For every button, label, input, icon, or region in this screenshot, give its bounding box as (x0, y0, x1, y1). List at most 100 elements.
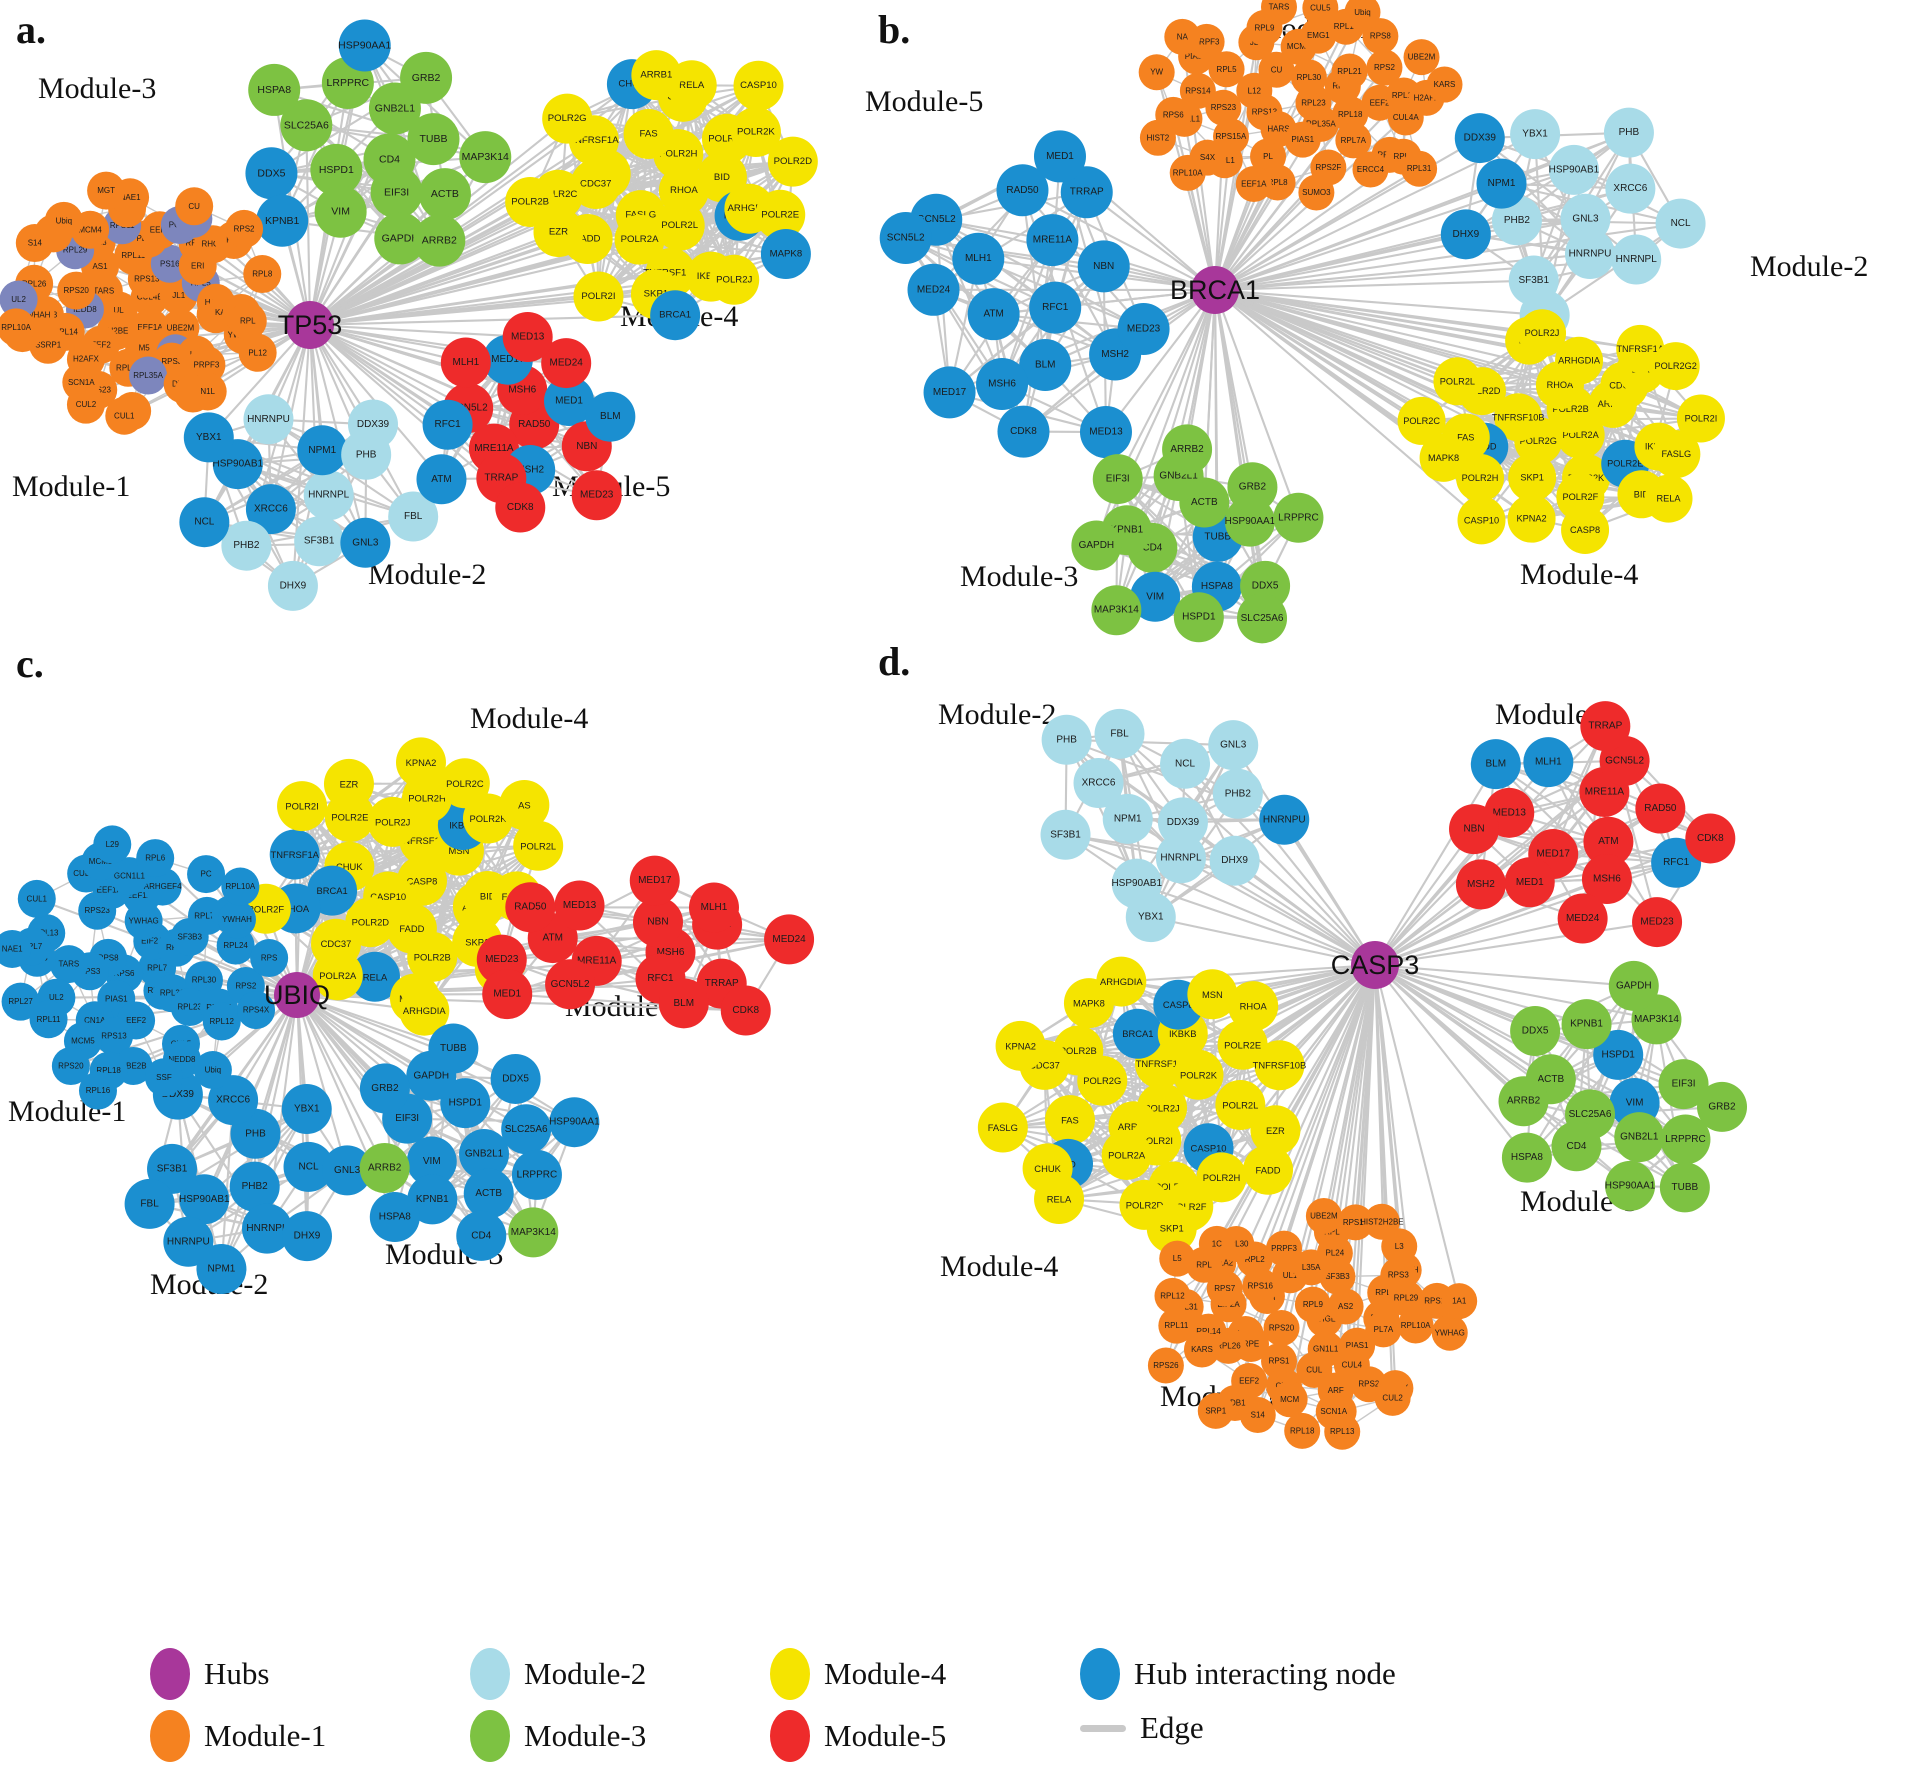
network-node[interactable]: L29 (93, 825, 132, 864)
network-node[interactable]: GNL3 (1208, 720, 1259, 771)
network-node[interactable]: EZR (323, 758, 374, 809)
network-node[interactable]: CASP8 (1561, 505, 1610, 554)
network-node[interactable]: MED24 (1557, 893, 1608, 944)
network-node[interactable]: GRB2 (1227, 462, 1278, 513)
network-node[interactable]: POLR2A (1101, 1129, 1152, 1180)
network-node[interactable]: RPL10A (1169, 154, 1206, 191)
network-node[interactable]: CD4 (1551, 1121, 1602, 1172)
network-node[interactable]: RPL16 (78, 1071, 117, 1110)
network-node[interactable]: RPS20 (1263, 1310, 1300, 1347)
network-node[interactable]: S14 (15, 224, 54, 263)
network-node[interactable]: POLR2I (277, 781, 328, 832)
network-node[interactable]: VIM (314, 185, 367, 238)
network-node[interactable]: PRPF3 (1266, 1230, 1303, 1267)
network-node[interactable]: MSH6 (976, 358, 1029, 411)
network-node[interactable]: PHB (1603, 107, 1654, 158)
network-node[interactable]: MED17 (923, 366, 976, 419)
network-node[interactable]: ARRB2 (1162, 424, 1213, 475)
network-node[interactable]: SF3B1 (294, 516, 345, 567)
network-node[interactable]: MED17 (629, 855, 680, 906)
network-node[interactable]: BRCA1 (1112, 1008, 1163, 1059)
network-node[interactable]: BRCA1 (650, 290, 701, 341)
network-node[interactable]: SKP1 (1508, 453, 1557, 502)
network-node[interactable]: HSPA8 (369, 1192, 420, 1243)
network-node[interactable]: PHB2 (221, 520, 272, 571)
network-node[interactable]: POLR2G (542, 93, 593, 144)
network-node[interactable]: XRCC6 (1073, 758, 1124, 809)
network-node[interactable]: POLR2J (709, 254, 760, 305)
network-node[interactable]: RPS2 (225, 209, 264, 248)
network-node[interactable]: KPNB1 (256, 194, 309, 247)
network-node[interactable]: CASP10 (733, 60, 784, 111)
network-node[interactable]: FBL (1094, 708, 1145, 759)
network-node[interactable]: ERCC4 (1352, 151, 1389, 188)
network-node[interactable]: MAP3K14 (508, 1207, 559, 1258)
network-node[interactable]: MAP3K14 (459, 131, 512, 184)
network-node[interactable]: RPL31 (1401, 150, 1438, 187)
network-node[interactable]: KPNA2 (1507, 494, 1556, 543)
network-node[interactable]: ARRB2 (413, 214, 466, 267)
network-node[interactable]: RPL12 (1154, 1277, 1191, 1314)
network-node[interactable]: ARRB2 (1498, 1076, 1549, 1127)
network-node[interactable]: GRB2 (1697, 1081, 1748, 1132)
network-node[interactable]: CDK8 (495, 482, 546, 533)
network-node[interactable]: RFC1 (1029, 281, 1082, 334)
network-node[interactable]: SRP1 (1197, 1392, 1234, 1429)
network-node[interactable]: AS (499, 779, 550, 830)
network-node[interactable]: NBN (1077, 240, 1130, 293)
network-node[interactable]: RPL9 (1294, 1286, 1331, 1323)
network-node[interactable]: DHX9 (281, 1211, 332, 1262)
network-node[interactable]: SCN5L2 (879, 212, 932, 265)
network-node[interactable]: PHB2 (1212, 768, 1263, 819)
network-node[interactable]: NBN (1449, 804, 1500, 855)
network-node[interactable]: DDX5 (1510, 1005, 1561, 1056)
network-node[interactable]: TUBB (1659, 1162, 1710, 1213)
network-node[interactable]: MGT (87, 171, 126, 210)
network-node[interactable]: EEF1A (1235, 165, 1272, 202)
network-node[interactable]: UBE2M (1305, 1198, 1342, 1235)
network-node[interactable]: BLM (585, 391, 636, 442)
network-node[interactable]: DHX9 (267, 560, 318, 611)
network-node[interactable]: GRB2 (359, 1063, 410, 1114)
network-node[interactable]: POLR2L (1433, 357, 1482, 406)
network-node[interactable]: NPM1 (297, 425, 348, 476)
network-node[interactable]: FADD (1243, 1144, 1294, 1195)
network-node[interactable]: PIAS1 (1284, 121, 1321, 158)
network-node[interactable]: YWHAG (1431, 1314, 1468, 1351)
network-node[interactable]: RHOA (1228, 981, 1279, 1032)
network-node[interactable]: MLH1 (688, 882, 739, 933)
network-node[interactable]: RPL13 (1324, 1413, 1361, 1450)
network-node[interactable]: EIF3I (370, 166, 423, 219)
network-node[interactable]: LRPPRC (511, 1149, 562, 1200)
network-node[interactable]: ATM (967, 288, 1020, 341)
network-node[interactable]: MSH2 (1455, 859, 1506, 910)
network-node[interactable]: GAPDH (1608, 960, 1659, 1011)
network-node[interactable]: NA (1164, 18, 1201, 55)
network-node[interactable]: GAPDH (1071, 520, 1122, 571)
network-node[interactable]: POLR2B (505, 176, 556, 227)
network-node[interactable]: RPL30 (1290, 59, 1327, 96)
network-node[interactable]: XRCC6 (1605, 163, 1656, 214)
network-node[interactable]: DHX9 (1209, 835, 1260, 886)
network-node[interactable]: NCL (179, 497, 230, 548)
network-node[interactable]: MED13 (502, 312, 553, 363)
network-node[interactable]: TNFRSF1A (269, 829, 320, 880)
network-node[interactable]: MLH1 (1523, 737, 1574, 788)
network-node[interactable]: NPM1 (1476, 158, 1527, 209)
network-node[interactable]: DHX9 (1440, 209, 1491, 260)
network-node[interactable]: TRRAP (1580, 701, 1631, 752)
network-node[interactable]: RPL8 (243, 255, 282, 294)
network-node[interactable]: CUL1 (105, 396, 144, 435)
network-node[interactable]: HNRNPL (1611, 234, 1662, 285)
network-node[interactable]: PL12 (238, 333, 277, 372)
network-node[interactable]: DDX5 (245, 147, 298, 200)
network-node[interactable]: ARRB2 (359, 1143, 410, 1194)
network-node[interactable]: MAPK8 (760, 228, 811, 279)
network-node[interactable]: MLH1 (440, 337, 491, 388)
network-node[interactable]: LRPPRC (1273, 492, 1324, 543)
network-node[interactable]: DDX39 (1454, 113, 1505, 164)
network-node[interactable]: GRB2 (400, 51, 453, 104)
network-node[interactable]: HNRNPU (1259, 794, 1310, 845)
network-node[interactable]: NCL (1160, 738, 1211, 789)
network-node[interactable]: MCM (1271, 1381, 1308, 1418)
